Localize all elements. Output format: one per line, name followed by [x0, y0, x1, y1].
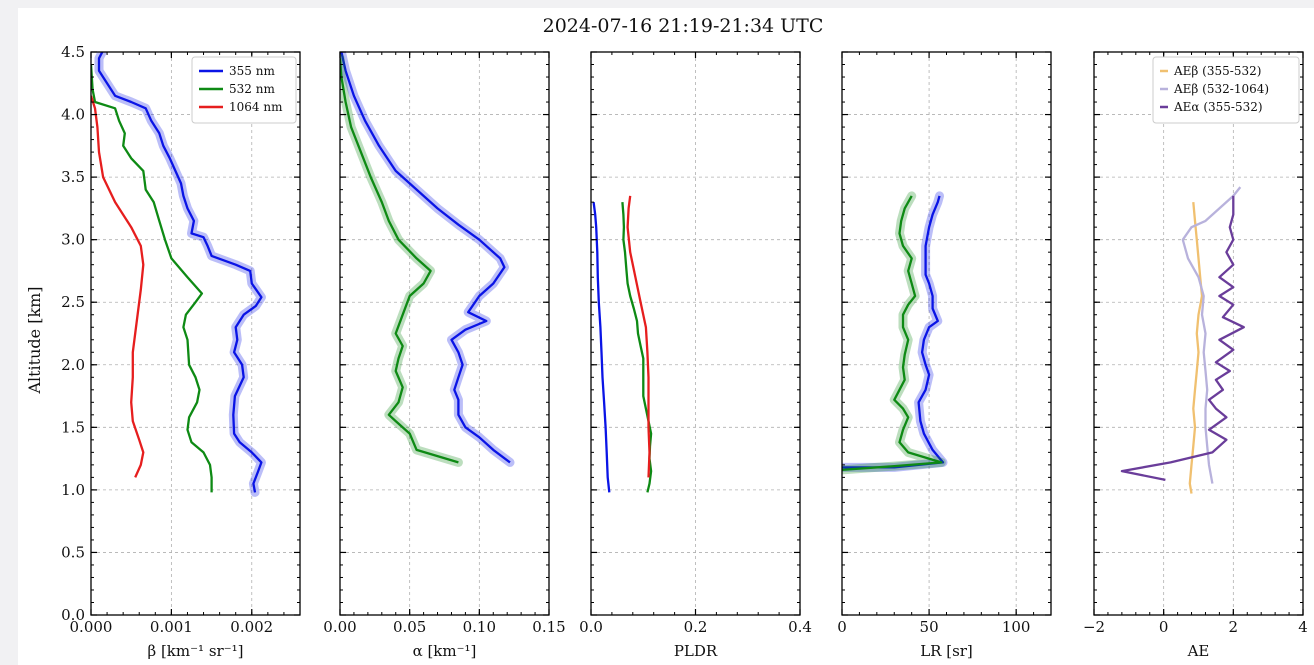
panel-ae: −2 0 2 4 AE AEβ (355-532) AEβ (532-1064) AEα (3… [1083, 51, 1308, 660]
series-line [340, 58, 459, 464]
legend-label: AEα (355-532) [1173, 100, 1263, 114]
x-axis-label: LR [sr] [920, 642, 973, 660]
x-axis-label: PLDR [674, 642, 718, 660]
figure: 2024-07-16 21:19-21:34 UTC Altitude [km]… [18, 8, 1314, 665]
x-tick-label: 0 [1159, 618, 1169, 636]
x-tick-label: 0.4 [788, 618, 812, 636]
y-tick-label: 1.0 [61, 481, 85, 499]
chart-title: 2024-07-16 21:19-21:34 UTC [543, 15, 824, 37]
y-axis-label: Altitude [km] [25, 286, 44, 394]
panel-pldr: 0.0 0.2 0.4 PLDR [579, 51, 812, 660]
series-band [340, 52, 515, 467]
series-group [1120, 186, 1245, 494]
y-tick-label: 3.5 [61, 168, 85, 186]
series-line [842, 195, 945, 469]
y-tick-label: 3.0 [61, 231, 85, 249]
x-tick-label: 0.002 [230, 618, 273, 636]
series-line [91, 64, 213, 493]
series-group [91, 52, 266, 497]
x-tick-label: 0.001 [150, 618, 193, 636]
axes-frame [590, 51, 801, 616]
y-tick-label: 2.5 [61, 293, 85, 311]
legend-label: 532 nm [229, 82, 275, 96]
legend-label: AEβ (355-532) [1173, 64, 1261, 78]
legend-label: 1064 nm [229, 100, 283, 114]
series-group [592, 195, 653, 493]
legend-box [1152, 56, 1300, 124]
series-line [91, 95, 145, 478]
x-tick-label: 0.2 [684, 618, 708, 636]
y-tick-label: 0.5 [61, 543, 85, 561]
series-line [1120, 195, 1245, 482]
series-line [1188, 201, 1204, 494]
axes-frame [1093, 51, 1304, 616]
x-axis-label: AE [1187, 642, 1210, 660]
series-line [626, 195, 651, 478]
x-tick-label: 4 [1298, 618, 1308, 636]
y-tick-label: 0.0 [61, 606, 85, 624]
x-axis-label: α [km⁻¹] [413, 642, 477, 660]
panel-alpha: 0.00 0.05 0.10 0.15 α [km⁻¹] [323, 51, 566, 660]
axes-frame [339, 51, 550, 616]
series-group [340, 52, 515, 467]
x-tick-label: −2 [1083, 618, 1105, 636]
legend-label: 355 nm [229, 64, 275, 78]
axes-frame [841, 51, 1052, 616]
series-line [1181, 186, 1242, 484]
x-tick-label: 0.10 [463, 618, 496, 636]
x-tick-label: 0.00 [323, 618, 356, 636]
series-line [842, 195, 943, 472]
series-line [340, 52, 511, 464]
y-tick-label: 2.0 [61, 356, 85, 374]
y-tick-label: 4.5 [61, 43, 85, 61]
axes-frame [90, 51, 301, 616]
x-tick-label: 2 [1229, 618, 1239, 636]
x-tick-label: 50 [920, 618, 939, 636]
x-tick-label: 0.15 [532, 618, 565, 636]
x-tick-label: 0.05 [393, 618, 426, 636]
x-axis-label: β [km⁻¹ sr⁻¹] [148, 642, 244, 660]
panel-lr: 0 50 100 LR [sr] [837, 51, 1052, 660]
panel-beta: 0.000 0.001 0.002 β [km⁻¹ sr⁻¹] 0.0 0.5 1.0 1.5… [61, 43, 301, 660]
chart-svg: 2024-07-16 21:19-21:34 UTC Altitude [km]… [25, 15, 1308, 660]
y-tick-label: 4.0 [61, 106, 85, 124]
legend-label: AEβ (532-1064) [1173, 82, 1269, 96]
x-tick-label: 100 [1002, 618, 1031, 636]
series-line [592, 201, 611, 493]
series-group [842, 191, 948, 475]
series-line [97, 52, 263, 493]
y-tick-label: 1.5 [61, 418, 85, 436]
x-tick-label: 0.000 [70, 618, 113, 636]
x-tick-label: 0 [837, 618, 847, 636]
x-tick-label: 0.0 [579, 618, 603, 636]
